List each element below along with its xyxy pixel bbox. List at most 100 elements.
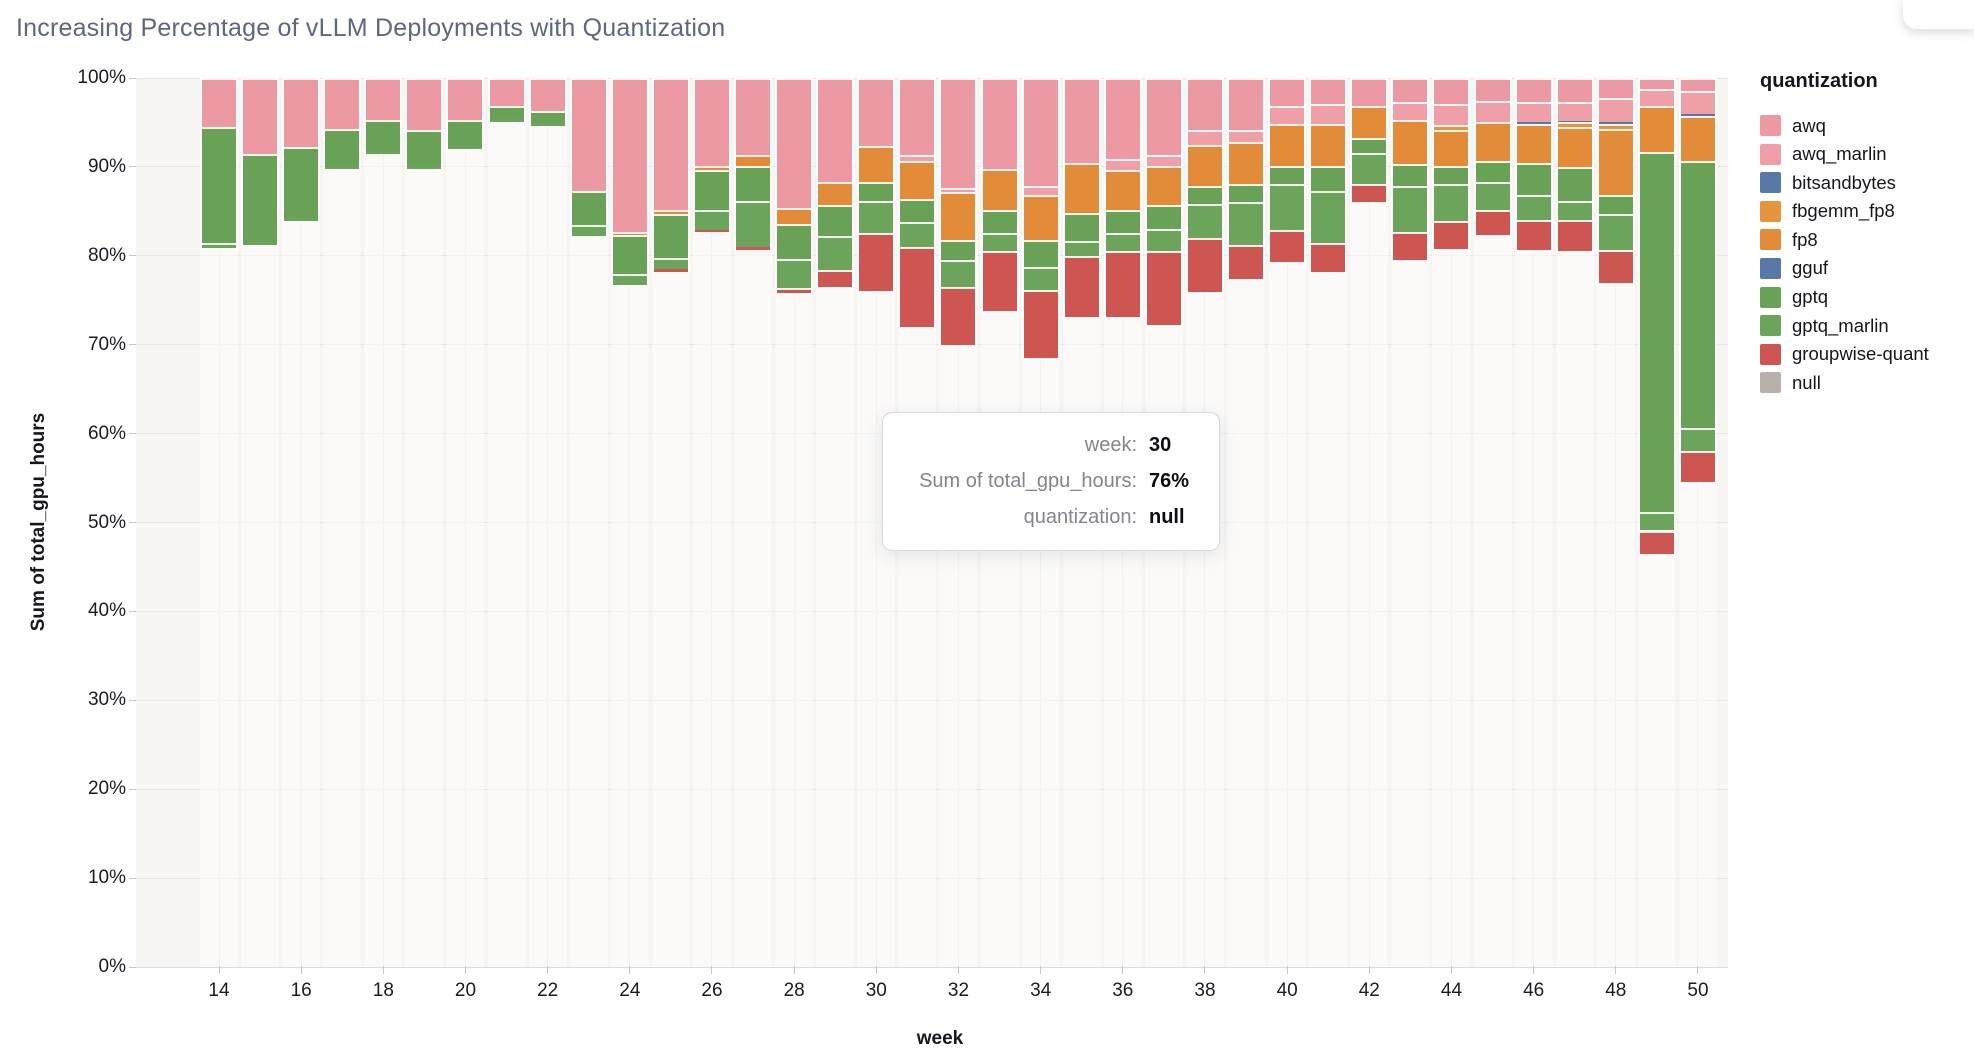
bar-stack-week-42[interactable] xyxy=(1350,78,1389,202)
bar-stack-week-19[interactable] xyxy=(405,78,444,169)
segment-gptq xyxy=(736,166,771,201)
bar-stack-week-41[interactable] xyxy=(1309,78,1348,272)
bar-stack-week-50[interactable] xyxy=(1678,78,1717,482)
bar-stack-week-18[interactable] xyxy=(364,78,403,154)
bar-stack-week-22[interactable] xyxy=(528,78,567,126)
x-tick-mark-30 xyxy=(875,966,877,974)
legend-item-null[interactable]: null xyxy=(1760,371,1970,394)
bar-stack-week-37[interactable] xyxy=(1144,78,1183,326)
segment-gptq xyxy=(859,182,894,201)
segment-awq xyxy=(325,78,360,129)
bar-stack-week-49[interactable] xyxy=(1637,78,1676,554)
y-tick-mark-50 xyxy=(129,522,136,523)
y-tick-mark-20 xyxy=(129,788,136,790)
segment-groupwise-quant xyxy=(900,246,935,327)
bar-week-20[interactable] xyxy=(446,78,485,967)
tooltip-label: quantization: xyxy=(1023,506,1137,528)
segment-awq_marlin xyxy=(1475,101,1510,122)
segment-awq xyxy=(489,78,524,107)
bar-stack-week-35[interactable] xyxy=(1062,78,1101,318)
bar-stack-week-14[interactable] xyxy=(200,78,238,248)
segment-awq_marlin xyxy=(1311,103,1346,125)
legend-label: gptq xyxy=(1792,286,1829,308)
legend-label: null xyxy=(1792,371,1821,393)
segment-awq xyxy=(1270,78,1305,107)
segment-fp8 xyxy=(1639,106,1674,152)
y-tick-mark-80 xyxy=(129,255,136,257)
segment-groupwise-quant xyxy=(1680,451,1715,482)
legend-label: gguf xyxy=(1792,257,1829,279)
bar-week-19[interactable] xyxy=(405,78,444,967)
segment-groupwise-quant xyxy=(1023,289,1058,359)
segment-gptq xyxy=(777,223,812,260)
x-tick-label-28: 28 xyxy=(783,980,805,1001)
legend-item-fp8[interactable]: fp8 xyxy=(1760,228,1970,251)
bar-stack-week-17[interactable] xyxy=(323,78,362,169)
bar-stack-week-47[interactable] xyxy=(1555,78,1594,252)
segment-fp8 xyxy=(1064,163,1099,214)
legend-item-fbgemm_fp8[interactable]: fbgemm_fp8 xyxy=(1760,200,1970,222)
segment-gptq_marlin xyxy=(1680,428,1715,452)
y-tick-mark-0 xyxy=(129,966,136,968)
segment-fp8 xyxy=(1557,126,1592,167)
bar-week-17[interactable] xyxy=(323,78,362,967)
x-tick-label-38: 38 xyxy=(1194,980,1216,1001)
bar-stack-week-31[interactable] xyxy=(898,78,937,327)
bar-week-16[interactable] xyxy=(282,78,321,967)
legend-label: bitsandbytes xyxy=(1792,171,1896,193)
bar-stack-week-44[interactable] xyxy=(1432,78,1471,249)
bar-stack-week-30[interactable] xyxy=(857,78,896,292)
legend-item-gguf[interactable]: gguf xyxy=(1760,257,1970,279)
bar-week-21[interactable] xyxy=(487,78,526,967)
bar-stack-week-27[interactable] xyxy=(734,78,773,250)
bar-stack-week-33[interactable] xyxy=(980,78,1019,311)
bar-stack-week-46[interactable] xyxy=(1514,78,1553,251)
legend-item-groupwise-quant[interactable]: groupwise-quant xyxy=(1760,343,1970,365)
legend-item-gptq_marlin[interactable]: gptq_marlin xyxy=(1760,315,1970,337)
bar-stack-week-15[interactable] xyxy=(241,78,280,246)
legend-item-gptq[interactable]: gptq xyxy=(1760,286,1970,308)
bar-stack-week-45[interactable] xyxy=(1473,78,1512,236)
bar-stack-week-20[interactable] xyxy=(446,78,485,150)
bar-week-22[interactable] xyxy=(528,78,567,967)
floating-panel[interactable] xyxy=(1903,0,1974,29)
bar-stack-week-25[interactable] xyxy=(651,78,690,272)
segment-gptq_marlin xyxy=(777,259,812,288)
chart-title: Increasing Percentage of vLLM Deployment… xyxy=(16,14,726,42)
bar-stack-week-26[interactable] xyxy=(692,78,731,232)
segment-awq_marlin xyxy=(1680,91,1715,115)
tooltip: week: 30 Sum of total_gpu_hours: 76% quantiz… xyxy=(882,412,1220,551)
bar-stack-week-32[interactable] xyxy=(939,78,978,345)
bar-stack-week-36[interactable] xyxy=(1103,78,1142,318)
legend-item-awq[interactable]: awq xyxy=(1760,115,1970,136)
bar-stack-week-38[interactable] xyxy=(1185,78,1224,293)
segment-gptq_marlin xyxy=(1105,232,1140,252)
y-tick-mark-60 xyxy=(129,433,136,435)
bar-stack-week-29[interactable] xyxy=(816,78,855,287)
bar-stack-week-48[interactable] xyxy=(1596,78,1635,284)
legend-item-bitsandbytes[interactable]: bitsandbytes xyxy=(1760,171,1970,194)
x-tick-label-42: 42 xyxy=(1358,980,1380,1001)
segment-fp8 xyxy=(1680,116,1715,161)
bar-week-18[interactable] xyxy=(364,78,403,967)
bar-stack-week-40[interactable] xyxy=(1268,78,1307,263)
bar-stack-week-24[interactable] xyxy=(610,78,649,286)
bar-week-42[interactable] xyxy=(1350,78,1389,967)
bar-stack-week-43[interactable] xyxy=(1391,78,1430,261)
bar-stack-week-34[interactable] xyxy=(1021,78,1060,359)
legend-item-awq_marlin[interactable]: awq_marlin xyxy=(1760,143,1970,165)
segment-gptq_marlin xyxy=(1270,183,1305,230)
legend-label: fp8 xyxy=(1792,228,1818,250)
segment-gptq xyxy=(1598,195,1633,214)
bar-stack-week-16[interactable] xyxy=(282,78,321,222)
segment-awq xyxy=(366,78,401,120)
bar-stack-week-21[interactable] xyxy=(487,78,526,122)
legend-swatch-gptq_marlin xyxy=(1760,315,1781,337)
segment-awq_marlin xyxy=(1187,130,1222,145)
bar-stack-week-28[interactable] xyxy=(775,78,814,294)
bar-stack-week-23[interactable] xyxy=(569,78,608,237)
segment-awq_marlin xyxy=(1393,102,1428,120)
segment-awq xyxy=(777,78,812,208)
segment-fp8 xyxy=(1434,129,1469,166)
bar-stack-week-39[interactable] xyxy=(1227,78,1266,279)
